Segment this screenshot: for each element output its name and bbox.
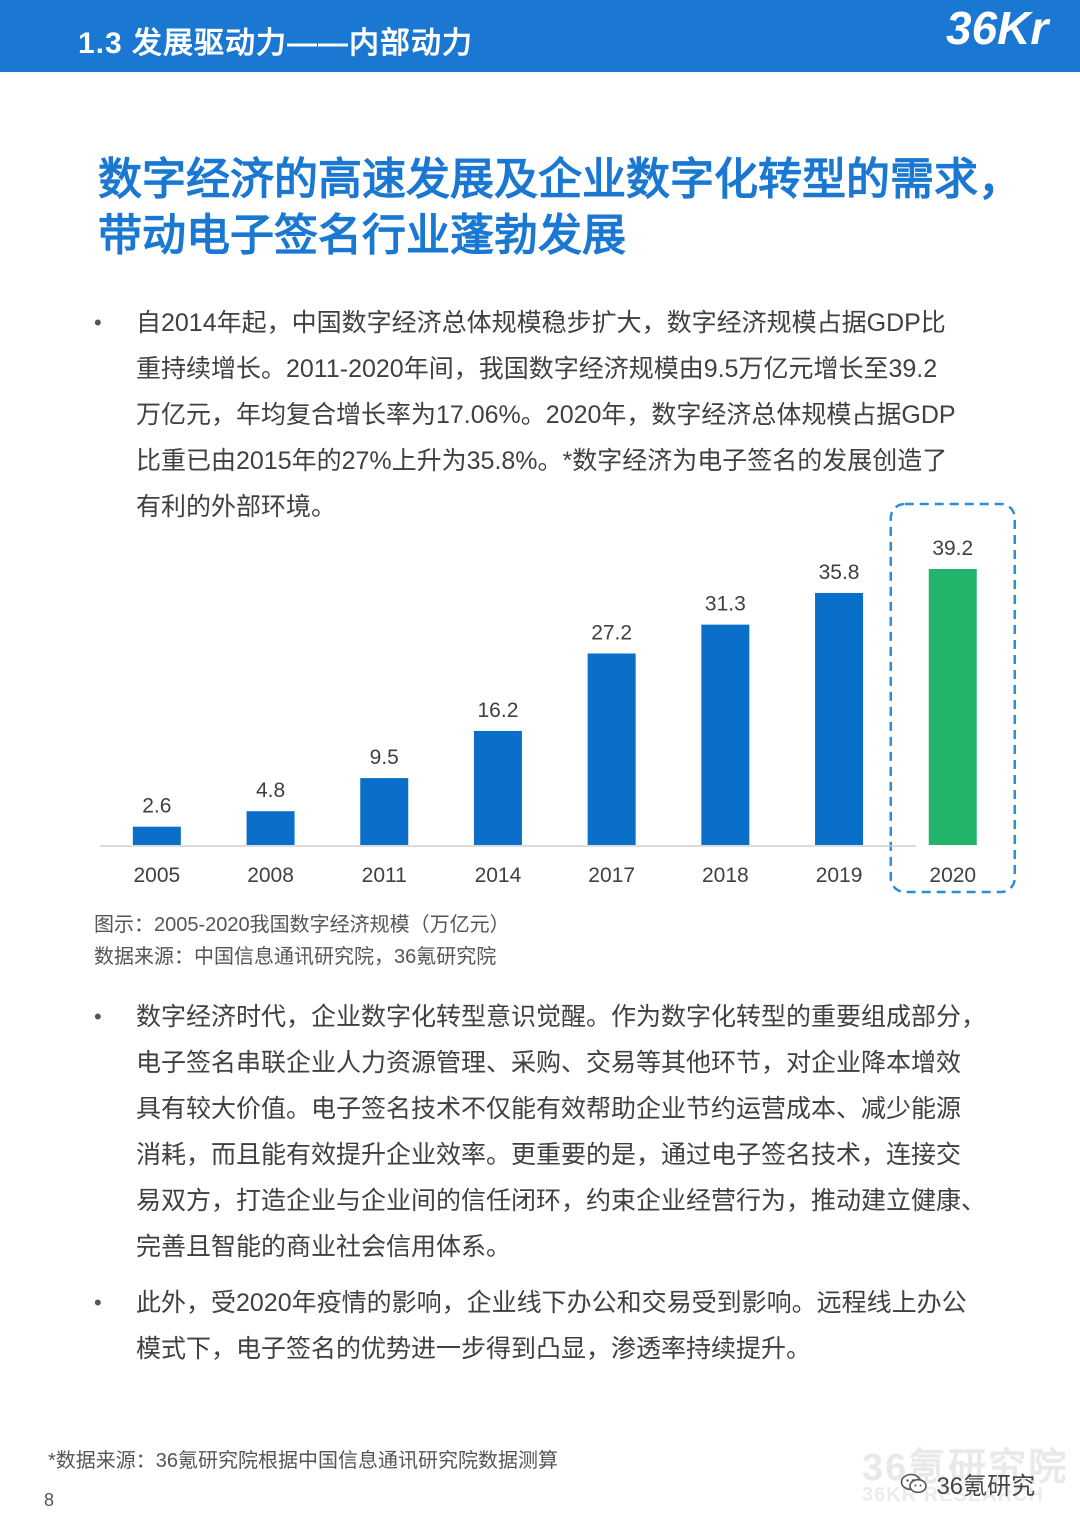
watermark-title: 36氪研究院 [862,1447,1069,1489]
bullet-text: 自2014年起，中国数字经济总体规模稳步扩大，数字经济规模占据GDP比 重持续增… [136,300,986,530]
text-line: 重持续增长。2011-2020年间，我国数字经济规模由9.5万亿元增长至39.2 [136,355,938,383]
data-label-2017: 27.2 [591,621,632,644]
logo-text: 36Kr [946,2,1050,54]
text-line: 自2014年起，中国数字经济总体规模稳步扩大，数字经济规模占据GDP比 [136,309,946,337]
text-line: 易双方，打造企业与企业间的信任闭环，约束企业经营行为，推动建立健康、 [136,1187,987,1215]
page-title-line-1: 数字经济的高速发展及企业数字化转型的需求， [98,155,1022,204]
bullet-symbol: • [94,310,102,335]
data-label-2011: 9.5 [370,746,399,769]
data-label-2005: 2.6 [142,795,171,818]
wechat-account-label: 36氪研究 [900,1466,1035,1500]
wechat-icon [900,1473,927,1493]
text-line: 消耗，而且能有效提升企业效率。更重要的是，通过电子签名技术，连接交 [136,1141,962,1169]
highlight-frame [889,502,1016,894]
chart-caption: 图示：2005-2020我国数字经济规模（万亿元） [94,914,510,936]
bullet-symbol: • [94,1290,102,1315]
bullet-paragraph-3: • 此外，受2020年疫情的影响，企业线下办公和交易受到影响。远程线上办公 模式… [94,1280,994,1376]
bullet-paragraph-2: • 数字经济时代，企业数字化转型意识觉醒。作为数字化转型的重要组成部分， 电子签… [94,994,994,1274]
tick-label-2019: 2019 [816,864,863,887]
footnote: *数据来源：36氪研究院根据中国信息通讯研究院数据测算 [48,1450,559,1472]
text-line: 万亿元，年均复合增长率为17.06%。2020年，数字经济总体规模占据GDP [136,401,956,429]
bar-2018 [701,624,750,845]
bullet-paragraph-1: • 自2014年起，中国数字经济总体规模稳步扩大，数字经济规模占据GDP比 重持… [94,300,994,532]
page-number: 8 [44,1490,55,1510]
data-label-2019: 35.8 [819,561,860,584]
data-label-2014: 16.2 [478,699,519,722]
text-line: 完善且智能的商业社会信用体系。 [136,1233,512,1261]
bullet-text: 数字经济时代，企业数字化转型意识觉醒。作为数字化转型的重要组成部分， 电子签名串… [136,994,986,1270]
tick-label-2014: 2014 [475,864,522,887]
text-line: 此外，受2020年疫情的影响，企业线下办公和交易受到影响。远程线上办公 [136,1289,967,1317]
data-label-2018: 31.3 [705,593,746,616]
section-title: 1.3 发展驱动力——内部动力 [78,27,474,60]
bar-2020 [928,569,977,845]
text-line: 模式下，电子签名的优势进一步得到凸显，渗透率持续提升。 [136,1335,812,1363]
text-line: 数字经济时代，企业数字化转型意识觉醒。作为数字化转型的重要组成部分， [136,1003,987,1031]
data-label-2008: 4.8 [256,779,285,802]
tick-label-2020: 2020 [929,864,976,887]
watermark-subtitle: 36KR RESEARCH [862,1484,1044,1506]
bullet-symbol: • [94,1004,102,1029]
bar-2008 [246,811,295,845]
bar-chart: 2.6 2005 4.8 2008 9.5 2011 16.2 2014 27.2 2017 31.… [100,502,1016,894]
bullet-text: 此外，受2020年疫情的影响，企业线下办公和交易受到影响。远程线上办公 模式下，… [136,1280,986,1372]
bar-2005 [132,826,181,845]
text-line: 比重已由2015年的27%上升为35.8%。*数字经济为电子签名的发展创造了 [136,447,948,475]
text-line: 有利的外部环境。 [136,493,337,521]
header-bar: 1.3 发展驱动力——内部动力 36Kr [0,0,1080,72]
tick-label-2017: 2017 [588,864,635,887]
tick-label-2011: 2011 [362,864,407,887]
tick-label-2008: 2008 [247,864,294,887]
text-line: 电子签名串联企业人力资源管理、采购、交易等其他环节，对企业降本增效 [136,1049,962,1077]
page-title-line-2: 带动电子签名行业蓬勃发展 [98,211,626,260]
text-line: 具有较大价值。电子签名技术不仅能有效帮助企业节约运营成本、减少能源 [136,1095,962,1123]
bar-2017 [587,653,636,845]
tick-label-2018: 2018 [702,864,749,887]
page-title: 数字经济的高速发展及企业数字化转型的需求， 带动电子签名行业蓬勃发展 [98,152,1022,264]
bar-2014 [473,730,522,845]
chart-source: 数据来源：中国信息通讯研究院，36氪研究院 [94,946,497,968]
bar-2019 [815,592,864,845]
data-label-2020: 39.2 [932,537,973,560]
wechat-account-name: 36氪研究 [936,1473,1036,1500]
bar-2011 [360,778,409,845]
tick-label-2005: 2005 [133,864,180,887]
brand-logo: 36Kr [946,2,1050,54]
